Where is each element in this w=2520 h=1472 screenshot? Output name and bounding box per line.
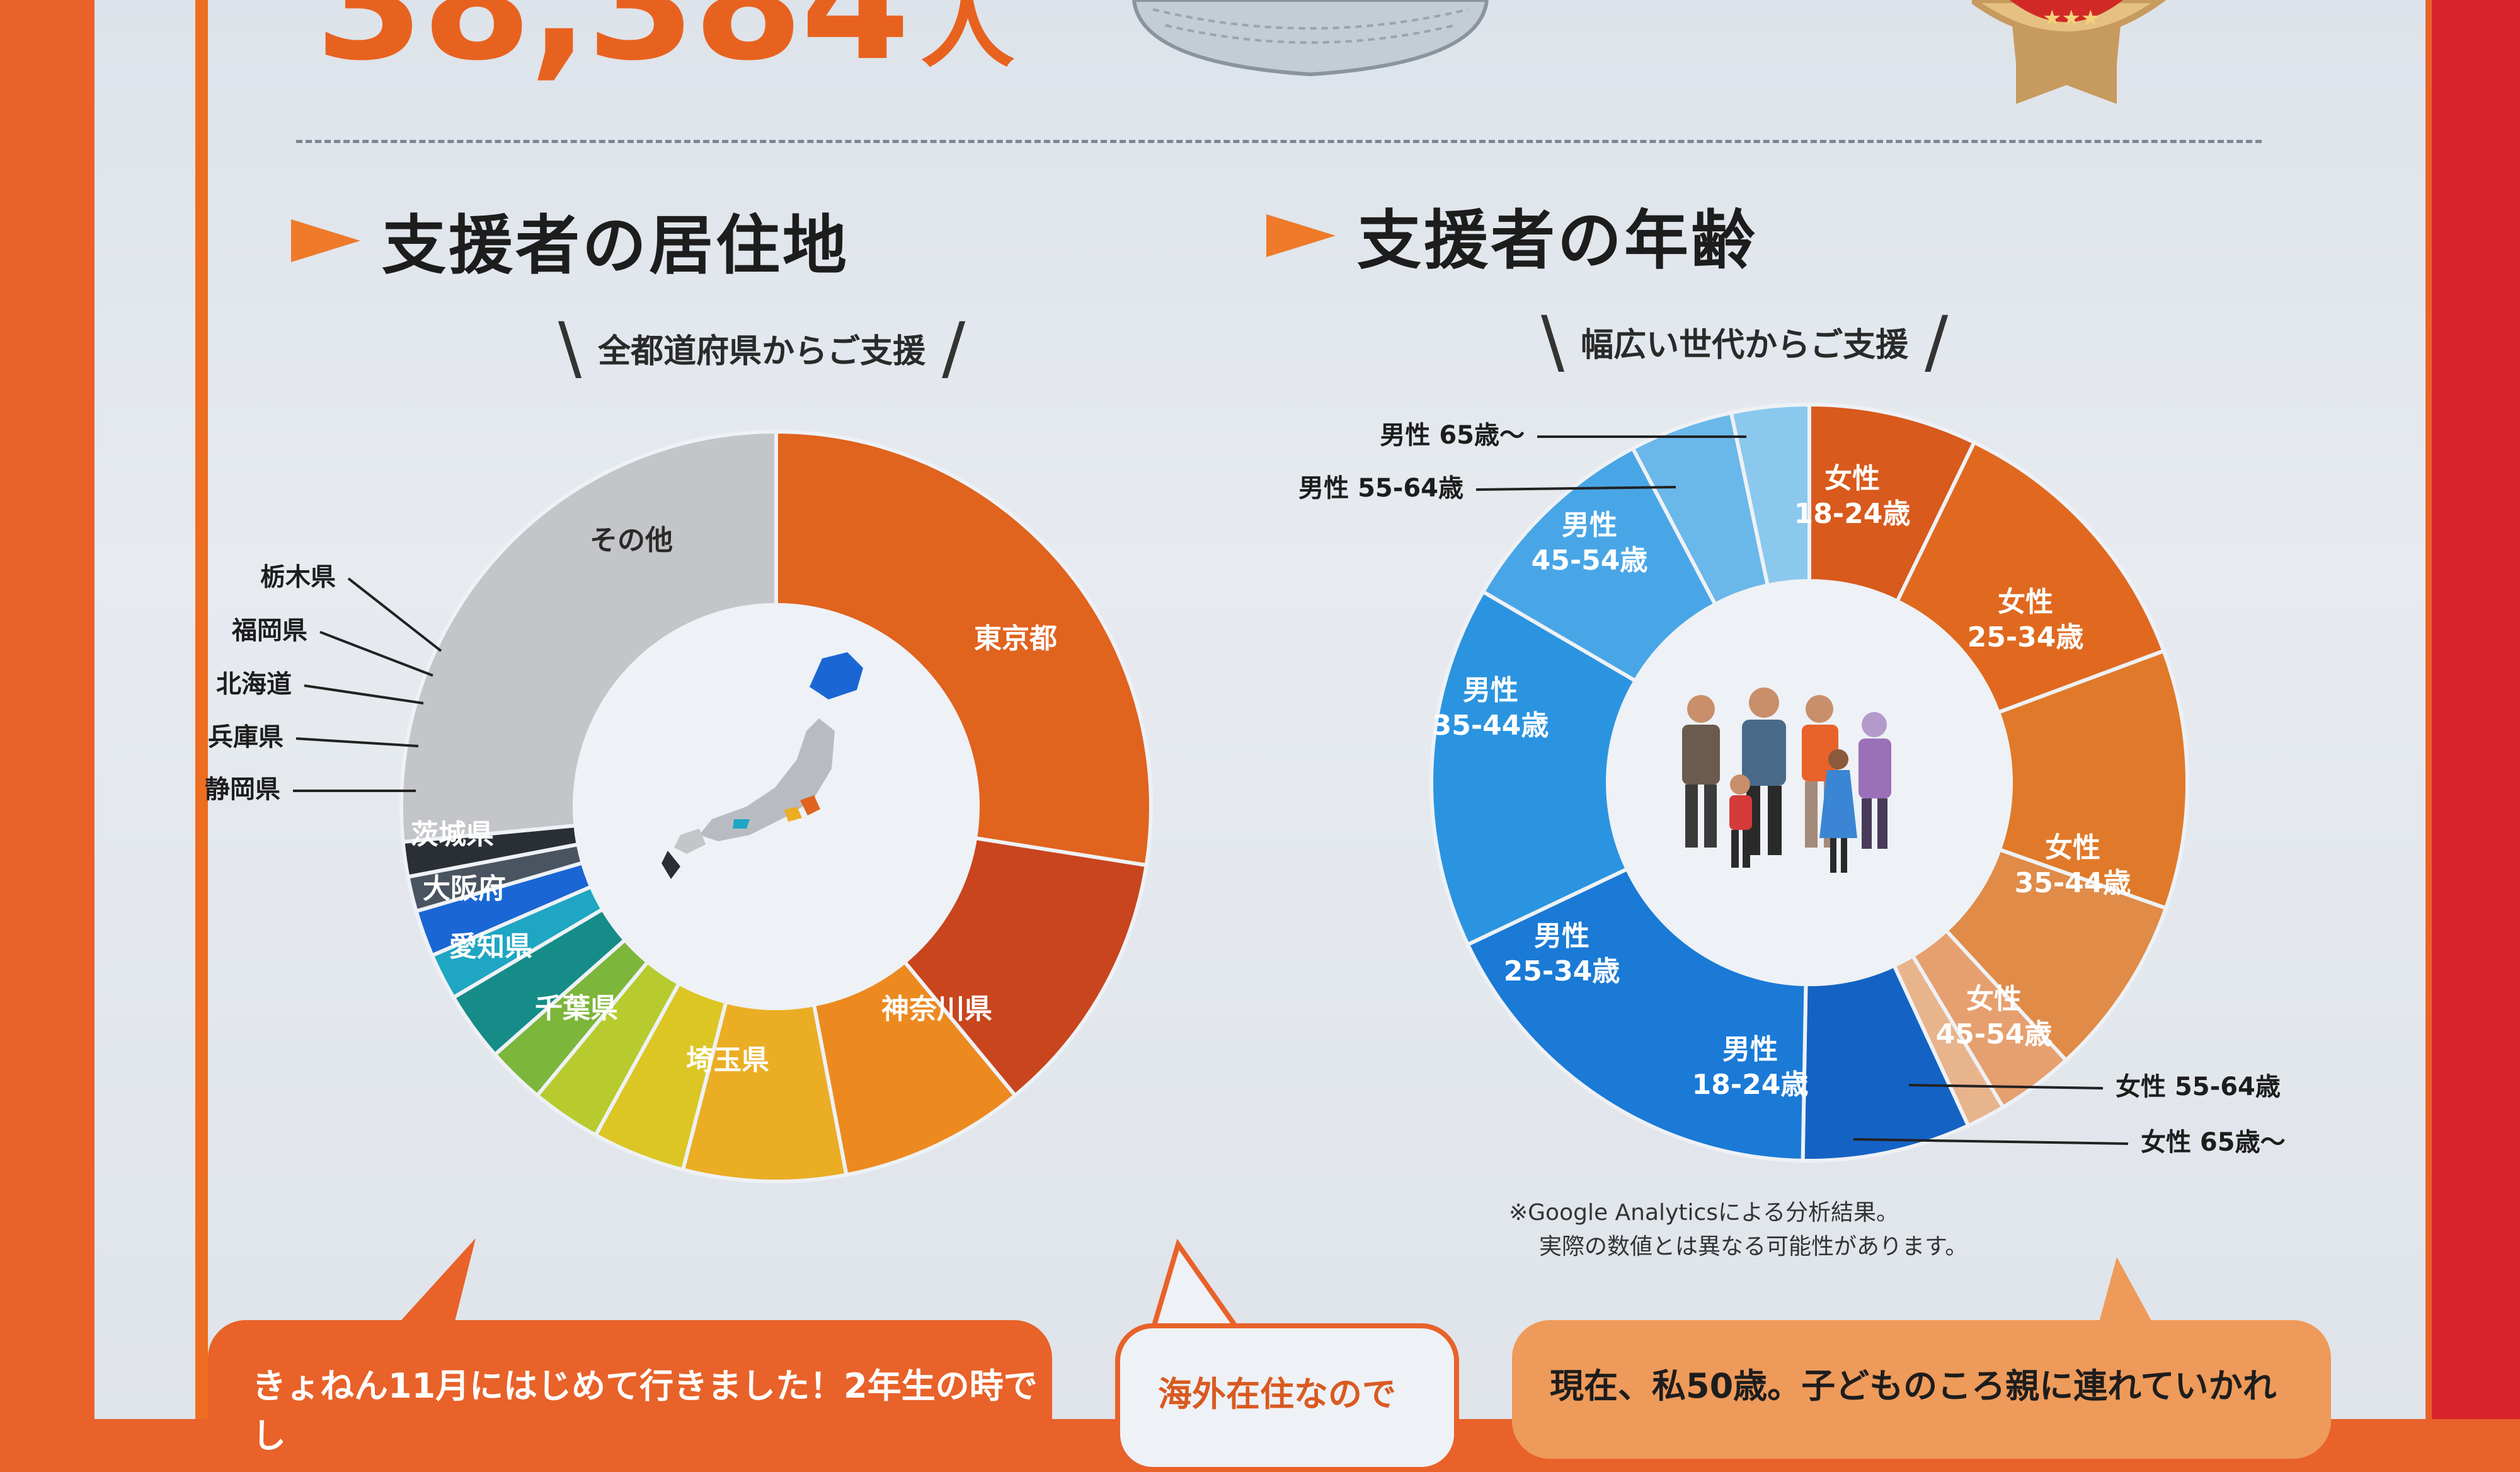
slice-label: 茨城県 <box>411 819 494 851</box>
slice-callout-label: 栃木県 <box>260 563 336 592</box>
slice-callout-label: 北海道 <box>216 670 292 699</box>
slice-label: 愛知県 <box>449 931 532 963</box>
slice-label: 大阪府 <box>423 873 506 905</box>
slice-callout-label: 男性 65歳〜 <box>1380 421 1525 450</box>
visitor-count: 38,384 人 <box>315 0 1015 95</box>
slice-label: 神奈川県 <box>881 993 992 1025</box>
speech-bubble-tails <box>1153 1245 2155 1330</box>
slice-callout-label: 女性 55-64歳 <box>2116 1072 2281 1101</box>
residence-section-title: 支援者の居住地 <box>291 194 849 287</box>
donut-slice <box>1729 402 1811 588</box>
slice-label: 千葉県 <box>535 992 618 1025</box>
residence-caption: \ 全都道府県からご支援 / <box>558 308 966 388</box>
slice-label: 男性 45-54歳 <box>1532 509 1648 577</box>
dashed-divider <box>296 140 2262 143</box>
comment-bubble-3: 現在、私50歳。子どものころ親に連れていかれ <box>1512 1320 2331 1459</box>
svg-text:★★★: ★★★ <box>2042 6 2100 31</box>
callout-leader-line <box>1853 1138 2129 1145</box>
red-backdrop <box>2432 0 2520 1419</box>
slice-label: 女性 45-54歳 <box>1936 983 2053 1050</box>
award-medal-icon: ★★★ <box>1972 0 2167 104</box>
age-section-title: 支援者の年齢 <box>1266 189 1758 282</box>
comment-bubble-1: きょねん11月にはじめて行きました！2年生の時でし <box>208 1320 1052 1459</box>
callout-leader-line <box>1908 1084 2104 1090</box>
slice-label: 女性 35-44歳 <box>2015 832 2131 899</box>
slice-label: 東京都 <box>974 623 1057 655</box>
family-illustration <box>1682 687 1891 873</box>
callout-leader-line <box>304 684 424 704</box>
slice-callout-label: 福岡県 <box>231 616 307 645</box>
donut-slice <box>1996 648 2189 911</box>
slice-label: 男性 25-34歳 <box>1504 920 1620 987</box>
analytics-note: ※Google Analyticsによる分析結果。 実際の数値とは異なる可能性が… <box>1509 1200 1968 1260</box>
orange-triangle-icon <box>1266 214 1336 257</box>
callout-leader-line <box>295 737 419 747</box>
slice-callout-label: 女性 65歳〜 <box>2141 1128 2286 1157</box>
callout-leader-line <box>1475 486 1676 491</box>
slice-label: 男性 18-24歳 <box>1692 1033 1809 1101</box>
slice-callout-label: 静岡県 <box>205 775 280 804</box>
slice-label: 埼玉県 <box>686 1044 769 1076</box>
stadium-illustration <box>1131 0 1489 77</box>
japan-map-icon <box>662 652 863 879</box>
comment-bubble-2: 海外在住なので <box>1115 1323 1459 1472</box>
slice-callout-label: 男性 55-64歳 <box>1298 474 1463 503</box>
callout-leader-line <box>319 631 433 677</box>
slice-label: 男性 35-44歳 <box>1433 674 1549 742</box>
slice-label: 女性 25-34歳 <box>1967 586 2084 653</box>
orange-margin-rule <box>195 0 208 1419</box>
slice-callout-label: 兵庫県 <box>208 723 284 752</box>
age-caption: \ 幅広い世代からご支援 / <box>1541 301 1949 382</box>
slice-label: 女性 18-24歳 <box>1794 463 1911 530</box>
callout-leader-line <box>347 577 442 652</box>
orange-triangle-icon <box>291 219 360 262</box>
slice-label: その他 <box>590 524 673 556</box>
